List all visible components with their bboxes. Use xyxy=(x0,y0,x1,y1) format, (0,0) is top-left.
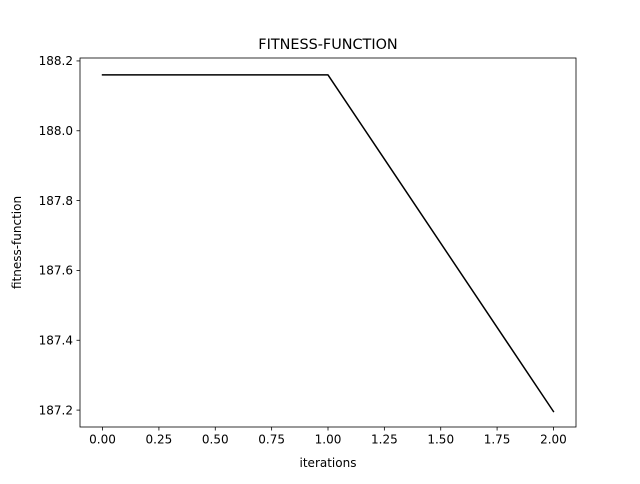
y-tick-label: 187.2 xyxy=(39,403,73,417)
x-axis: 0.00 0.25 0.50 0.75 1.00 1.25 1.50 1.75 2.00 xyxy=(89,427,567,447)
y-axis-label: fitness-function xyxy=(10,196,24,289)
y-tick-label: 187.4 xyxy=(39,334,73,348)
y-tick-label: 188.2 xyxy=(39,54,73,68)
plot-area xyxy=(101,74,555,413)
y-tick-label: 188.0 xyxy=(39,124,73,138)
x-tick-label: 1.25 xyxy=(371,433,398,447)
x-tick-label: 1.50 xyxy=(427,433,454,447)
y-axis: 187.2 187.4 187.6 187.8 188.0 188.2 xyxy=(39,54,80,417)
x-tick-label: 0.25 xyxy=(146,433,173,447)
x-tick-label: 2.00 xyxy=(540,433,567,447)
x-tick-label: 0.50 xyxy=(202,433,229,447)
x-tick-label: 1.00 xyxy=(315,433,342,447)
x-tick-label: 1.75 xyxy=(484,433,511,447)
x-tick-label: 0.00 xyxy=(89,433,116,447)
chart-title: FITNESS-FUNCTION xyxy=(258,37,397,53)
y-tick-label: 187.8 xyxy=(39,194,73,208)
y-tick-label: 187.6 xyxy=(39,264,73,278)
series-line-0 xyxy=(101,74,555,413)
x-tick-label: 0.75 xyxy=(258,433,285,447)
x-axis-label: iterations xyxy=(300,456,357,470)
